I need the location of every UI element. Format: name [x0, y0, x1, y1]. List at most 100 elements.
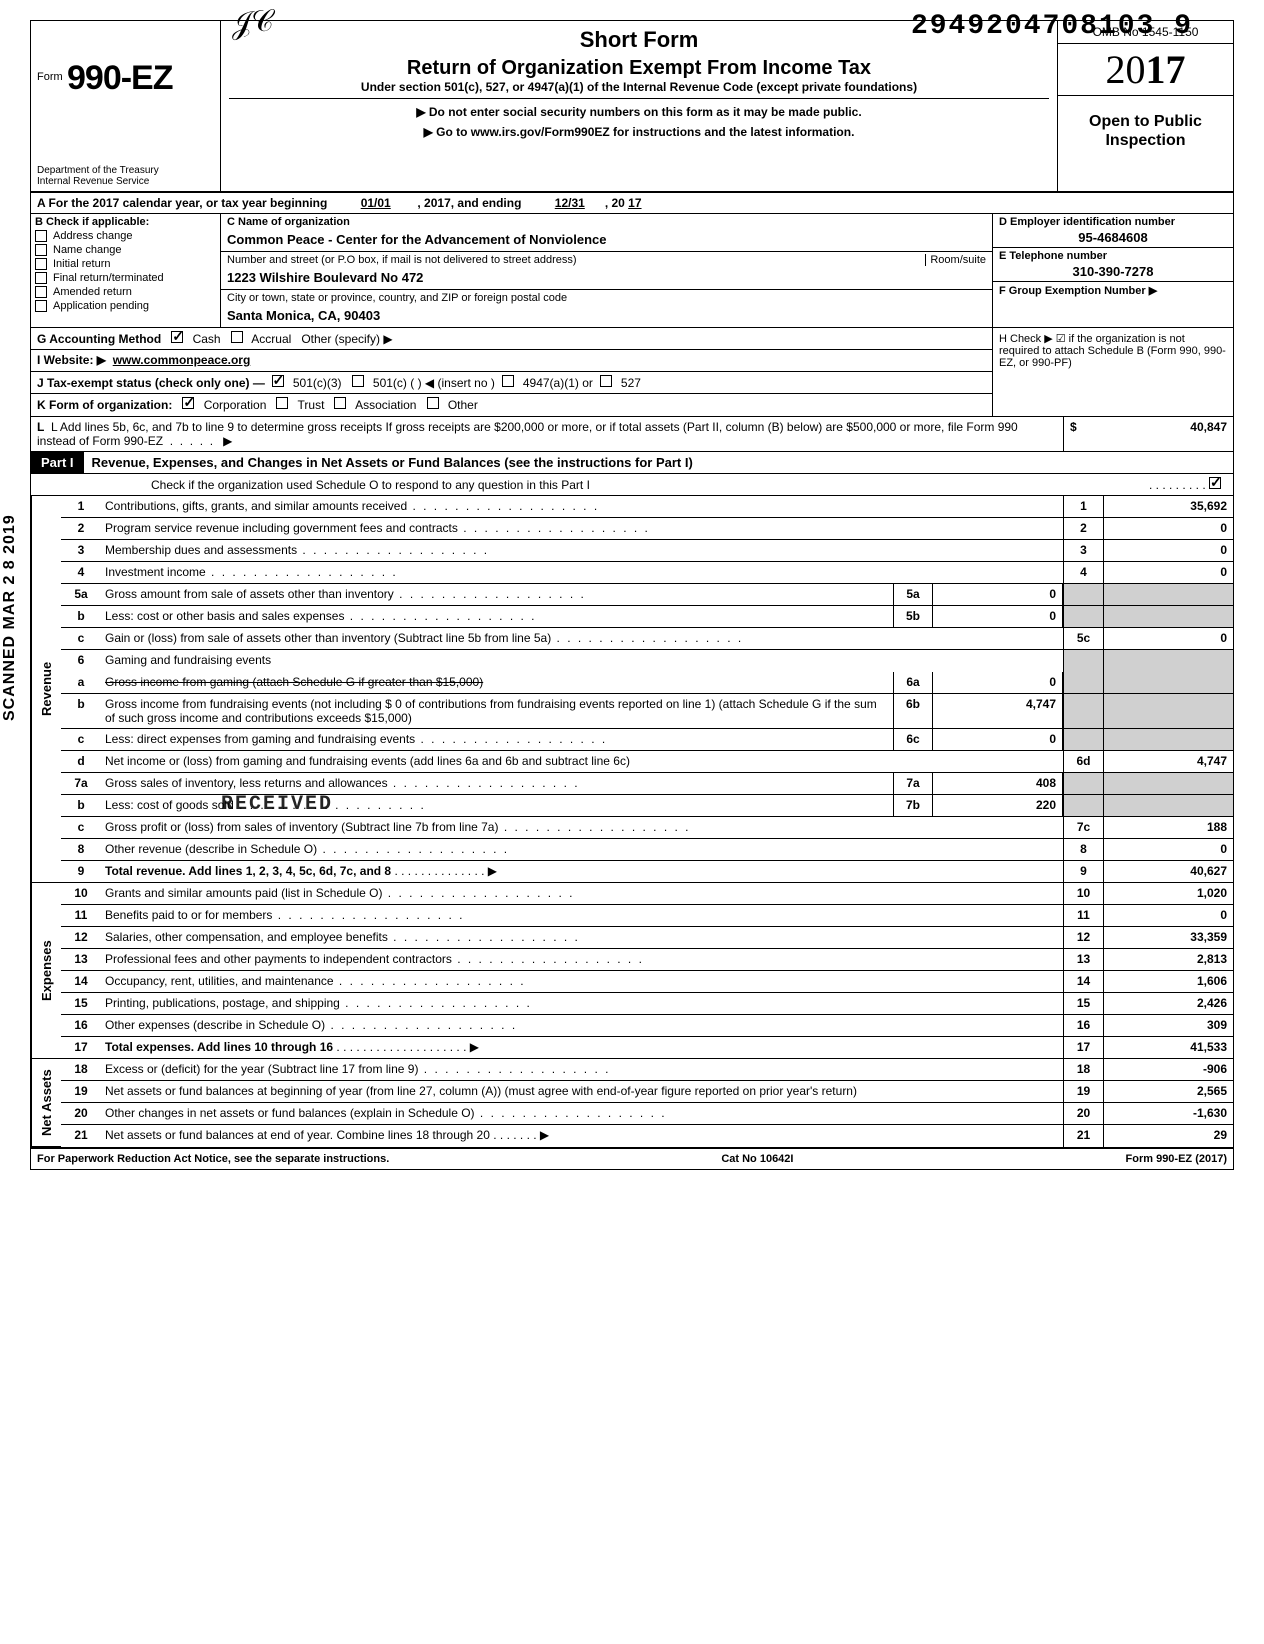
line-8-value: 0: [1103, 839, 1233, 860]
form-label: Form: [37, 71, 63, 83]
line-14-value: 1,606: [1103, 971, 1233, 992]
line-15-value: 2,426: [1103, 993, 1233, 1014]
row-k: K Form of organization: Corporation Trus…: [31, 394, 992, 416]
part-1-header: Part I Revenue, Expenses, and Changes in…: [31, 452, 1233, 474]
website-value: www.commonpeace.org: [113, 353, 251, 367]
line-7c-value: 188: [1103, 817, 1233, 838]
chk-cash[interactable]: [171, 331, 183, 343]
chk-other-org[interactable]: [427, 397, 439, 409]
revenue-section: Revenue 1Contributions, gifts, grants, a…: [31, 496, 1233, 883]
footer-right: Form 990-EZ (2017): [1126, 1153, 1227, 1165]
row-g-h: G Accounting Method Cash Accrual Other (…: [31, 328, 1233, 417]
department-label: Department of the TreasuryInternal Reven…: [37, 165, 159, 187]
col-def: D Employer identification number 95-4684…: [993, 214, 1233, 327]
received-stamp: RECEIVED: [221, 793, 333, 816]
line-11-value: 0: [1103, 905, 1233, 926]
form-990ez-document: 𝒥𝒞 2949204708103 9 SCANNED MAR 2 8 2019 …: [30, 20, 1234, 1170]
header-left: Form 990-EZ Department of the TreasuryIn…: [31, 21, 221, 191]
chk-corporation[interactable]: [182, 397, 194, 409]
chk-initial-return[interactable]: Initial return: [35, 258, 216, 270]
row-f: F Group Exemption Number ▶: [993, 282, 1233, 322]
line-5b-value: 0: [933, 606, 1063, 627]
line-10-value: 1,020: [1103, 883, 1233, 904]
part-1-title: Revenue, Expenses, and Changes in Net As…: [84, 452, 701, 473]
part-1-label: Part I: [31, 452, 84, 473]
col-c-organization: C Name of organization Common Peace - Ce…: [221, 214, 993, 327]
line-6d-value: 4,747: [1103, 751, 1233, 772]
line-20-value: -1,630: [1103, 1103, 1233, 1124]
row-l-value: $ 40,847: [1063, 417, 1233, 451]
main-title: Return of Organization Exempt From Incom…: [229, 57, 1049, 80]
line-4-value: 0: [1103, 562, 1233, 583]
year-suffix: 17: [1146, 47, 1186, 92]
chk-final-return[interactable]: Final return/terminated: [35, 272, 216, 284]
city-label: City or town, state or province, country…: [221, 290, 992, 306]
line-13-value: 2,813: [1103, 949, 1233, 970]
chk-application-pending[interactable]: Application pending: [35, 300, 216, 312]
subtitle: Under section 501(c), 527, or 4947(a)(1)…: [229, 80, 1049, 99]
line-5c-value: 0: [1103, 628, 1233, 649]
chk-address-change[interactable]: Address change: [35, 230, 216, 242]
line-2-value: 0: [1103, 518, 1233, 539]
schedule-o-check-line: Check if the organization used Schedule …: [31, 474, 1233, 496]
chk-4947[interactable]: [502, 375, 514, 387]
row-a-begin: 01/01: [361, 196, 391, 210]
tax-year: 2017: [1058, 44, 1233, 96]
chk-amended-return[interactable]: Amended return: [35, 286, 216, 298]
header-note-2: ▶ Go to www.irs.gov/Form990EZ for instru…: [229, 125, 1049, 139]
chk-501c3[interactable]: [272, 375, 284, 387]
line-6a-value: 0: [933, 672, 1063, 693]
row-g: G Accounting Method Cash Accrual Other (…: [31, 328, 992, 350]
row-c-label: C Name of organization: [221, 214, 992, 230]
line-1-value: 35,692: [1103, 496, 1233, 517]
chk-527[interactable]: [600, 375, 612, 387]
line-7b-value: 220: [933, 795, 1063, 816]
form-header: Form 990-EZ Department of the TreasuryIn…: [31, 21, 1233, 193]
row-h: H Check ▶ ☑ if the organization is not r…: [993, 328, 1233, 416]
telephone-value: 310-390-7278: [999, 264, 1227, 279]
line-3-value: 0: [1103, 540, 1233, 561]
line-17-value: 41,533: [1103, 1037, 1233, 1058]
line-6b-value: 4,747: [933, 694, 1063, 728]
footer-center: Cat No 10642I: [721, 1153, 793, 1165]
line-7a-value: 408: [933, 773, 1063, 794]
header-note-1: ▶ Do not enter social security numbers o…: [229, 105, 1049, 119]
line-12-value: 33,359: [1103, 927, 1233, 948]
line-9-value: 40,627: [1103, 861, 1233, 882]
row-b-header: B Check if applicable:: [35, 216, 216, 228]
chk-schedule-o[interactable]: [1209, 477, 1221, 489]
expenses-section: Expenses 10Grants and similar amounts pa…: [31, 883, 1233, 1059]
line-6c-value: 0: [933, 729, 1063, 750]
row-j: J Tax-exempt status (check only one) — 5…: [31, 372, 992, 394]
line-21-value: 29: [1103, 1125, 1233, 1147]
document-number: 2949204708103 9: [911, 11, 1193, 42]
line-19-value: 2,565: [1103, 1081, 1233, 1102]
chk-501c[interactable]: [352, 375, 364, 387]
block-bcdef: B Check if applicable: Address change Na…: [31, 214, 1233, 328]
row-a-year: 17: [628, 196, 641, 210]
chk-association[interactable]: [334, 397, 346, 409]
city-value: Santa Monica, CA, 90403: [221, 306, 992, 327]
line-16-value: 309: [1103, 1015, 1233, 1036]
row-a-text: A For the 2017 calendar year, or tax yea…: [31, 193, 1233, 213]
form-number: 990-EZ: [67, 59, 173, 98]
col-b-checkboxes: B Check if applicable: Address change Na…: [31, 214, 221, 327]
org-name: Common Peace - Center for the Advancemen…: [221, 230, 992, 252]
street-address: 1223 Wilshire Boulevard No 472: [221, 268, 992, 290]
row-a-end: 12/31: [555, 196, 585, 210]
header-center: Short Form Return of Organization Exempt…: [221, 21, 1058, 191]
chk-trust[interactable]: [276, 397, 288, 409]
chk-accrual[interactable]: [231, 331, 243, 343]
scanned-stamp: SCANNED MAR 2 8 2019: [1, 514, 19, 721]
revenue-sidebar: Revenue: [31, 496, 61, 883]
ein-value: 95-4684608: [999, 230, 1227, 245]
row-e: E Telephone number 310-390-7278: [993, 248, 1233, 282]
open-to-public: Open to Public Inspection: [1058, 96, 1233, 166]
chk-name-change[interactable]: Name change: [35, 244, 216, 256]
row-a-calendar-year: A For the 2017 calendar year, or tax yea…: [31, 193, 1233, 214]
form-footer: For Paperwork Reduction Act Notice, see …: [31, 1149, 1233, 1169]
row-l: L L Add lines 5b, 6c, and 7b to line 9 t…: [31, 417, 1233, 452]
net-assets-section: Net Assets 18Excess or (deficit) for the…: [31, 1059, 1233, 1149]
row-i: I Website: ▶ www.commonpeace.org: [31, 350, 992, 372]
line-18-value: -906: [1103, 1059, 1233, 1080]
